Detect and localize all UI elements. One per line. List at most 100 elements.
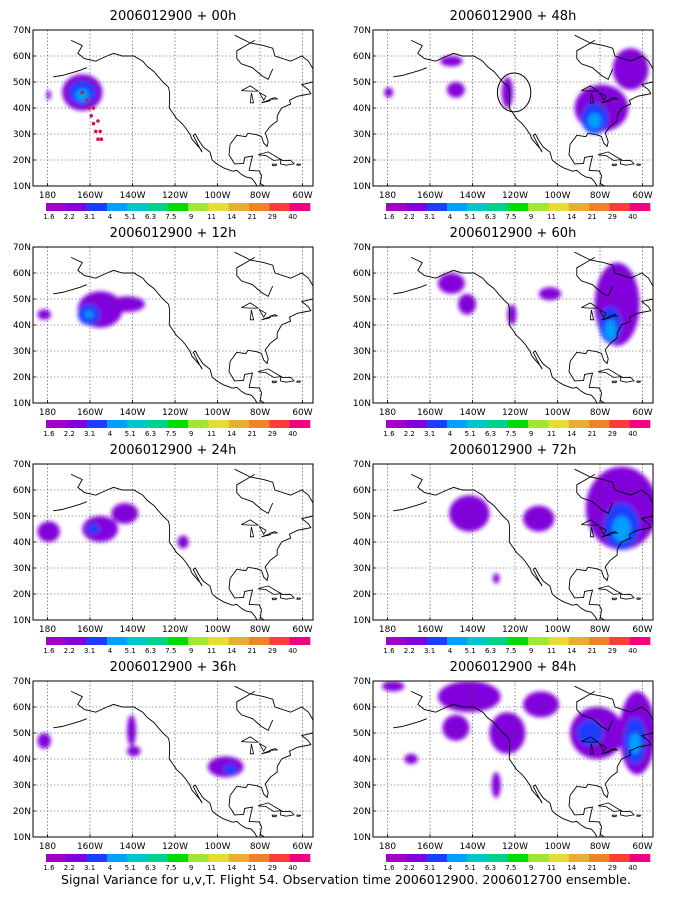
colorbar-label: 2.2	[404, 213, 415, 221]
signal-contour	[75, 88, 89, 102]
colorbar-swatch	[46, 854, 67, 862]
latitude-label: 10N	[13, 182, 31, 192]
signal-contour	[86, 523, 101, 535]
colorbar-swatch	[66, 854, 87, 862]
longitude-label: 140W	[119, 842, 145, 852]
latitude-label: 40N	[13, 755, 31, 765]
flight-track-point	[91, 121, 96, 126]
longitude-label: 100W	[204, 408, 230, 418]
signal-contour	[604, 319, 617, 341]
map-panel: 2006012900 + 84h 70N 60N 50N 40N 30N 20N 10N 180…	[353, 660, 654, 872]
longitude-label: 120W	[502, 842, 528, 852]
longitude-label: 100W	[204, 842, 230, 852]
longitude-label: 60W	[292, 191, 312, 201]
coastline	[257, 368, 283, 378]
colorbar-label: 40	[628, 647, 637, 655]
colorbar-swatch	[86, 420, 108, 428]
longitude-label: 60W	[632, 191, 652, 201]
coastline	[241, 302, 260, 309]
colorbar-label: 5.1	[465, 864, 476, 872]
latitude-label: 20N	[353, 590, 371, 600]
colorbar-label: 21	[588, 213, 597, 221]
flight-track-point	[84, 98, 89, 102]
longitude-label: 120W	[162, 625, 188, 635]
latitude-label: 10N	[353, 399, 371, 409]
signal-field	[46, 74, 103, 111]
map-area	[33, 681, 313, 837]
colorbar-swatch	[568, 637, 590, 645]
latitude-label: 70N	[13, 26, 31, 36]
coastline	[228, 144, 266, 186]
signal-field	[449, 466, 653, 584]
coastline	[601, 316, 612, 321]
signal-contour	[437, 681, 501, 713]
coastline	[271, 380, 278, 384]
coastline	[597, 585, 623, 595]
longitude-label: 80W	[590, 625, 610, 635]
latitude-label: 50N	[353, 295, 371, 305]
longitude-label: 80W	[250, 191, 270, 201]
coastline	[53, 284, 87, 295]
latitude-label: 20N	[13, 590, 31, 600]
coastline	[568, 578, 606, 620]
coastline	[576, 257, 614, 298]
colorbar-swatch	[629, 854, 651, 862]
longitude-label: 140W	[119, 191, 145, 201]
latitude-label: 10N	[353, 833, 371, 843]
colorbar-label: 3.1	[84, 647, 95, 655]
longitude-label: 100W	[544, 191, 570, 201]
longitude-label: 100W	[204, 191, 230, 201]
colorbar-swatch	[548, 420, 570, 428]
colorbar-label: 11	[547, 864, 556, 872]
colorbar-swatch	[426, 637, 448, 645]
latitude-label: 40N	[353, 755, 371, 765]
signal-contour	[111, 503, 139, 524]
colorbar-label: 1.6	[383, 213, 395, 221]
signal-contour	[109, 296, 145, 313]
colorbar-label: 21	[588, 864, 597, 872]
colorbar-swatch	[289, 854, 311, 862]
latitude-label: 40N	[13, 104, 31, 114]
colorbar-swatch	[589, 203, 610, 211]
coastline	[636, 163, 642, 166]
coastline	[393, 284, 427, 295]
colorbar-label: 11	[207, 213, 216, 221]
panel-title: 2006012900 + 60h	[450, 226, 577, 241]
colorbar-swatch	[406, 637, 427, 645]
signal-field	[437, 262, 640, 346]
colorbar-swatch	[106, 203, 128, 211]
signal-contour	[37, 309, 51, 320]
signal-contour	[37, 521, 60, 542]
coastline	[70, 690, 258, 837]
colorbar-label: 6.3	[485, 213, 496, 221]
coastline	[589, 92, 595, 104]
signal-contour	[404, 753, 418, 765]
colorbar-swatch	[208, 637, 230, 645]
signal-contour	[127, 746, 141, 757]
colorbar-swatch	[147, 854, 169, 862]
coastline	[269, 531, 279, 534]
colorbar-label: 6.3	[485, 864, 496, 872]
longitude-label: 160W	[77, 191, 103, 201]
coastline	[569, 34, 653, 148]
colorbar-swatch	[406, 203, 427, 211]
colorbar-label: 5.1	[125, 213, 136, 221]
colorbar-swatch	[208, 854, 230, 862]
latitude-label: 50N	[13, 78, 31, 88]
latitude-label: 30N	[353, 564, 371, 574]
colorbar-label: 1.6	[383, 864, 395, 872]
latitude-label: 30N	[13, 130, 31, 140]
colorbar-label: 40	[628, 213, 637, 221]
map-area	[373, 30, 653, 186]
coastline	[410, 690, 598, 837]
coastline	[236, 474, 274, 515]
longitude-label: 180	[39, 191, 56, 201]
colorbar-swatch	[507, 637, 529, 645]
coastline	[601, 99, 612, 104]
colorbar-label: 14	[227, 647, 236, 655]
coastline	[636, 380, 642, 383]
colorbar-label: 21	[248, 647, 257, 655]
latitude-label: 70N	[353, 677, 371, 687]
colorbar-label: 40	[628, 864, 637, 872]
signal-contour	[442, 714, 470, 741]
